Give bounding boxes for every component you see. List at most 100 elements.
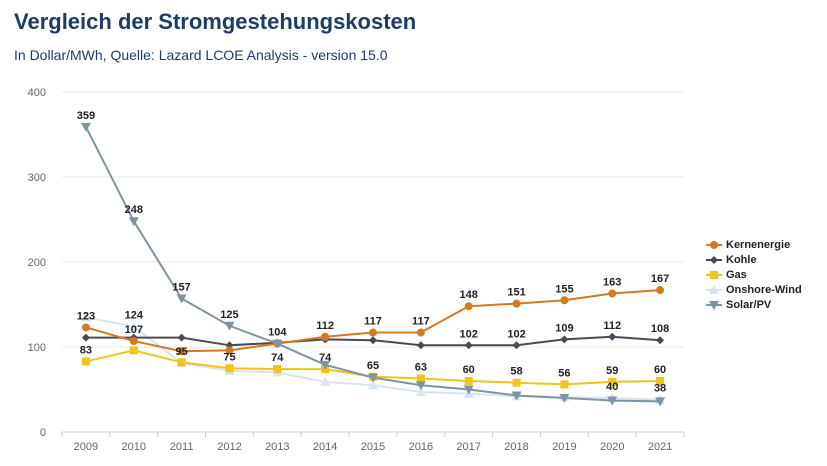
y-tick-label: 200 <box>28 257 46 269</box>
data-point <box>710 255 718 264</box>
data-point <box>710 240 718 249</box>
x-tick-label: 2021 <box>648 441 672 453</box>
data-point <box>608 289 617 298</box>
data-label: 63 <box>415 361 427 373</box>
data-point <box>709 284 719 294</box>
chart-title: Vergleich der Stromgestehungskosten <box>14 9 417 34</box>
data-point <box>321 332 330 341</box>
chart-subtitle: In Dollar/MWh, Quelle: Lazard LCOE Analy… <box>14 47 388 63</box>
legend-label: Solar/PV <box>726 298 772 311</box>
x-tick-label: 2018 <box>504 441 528 453</box>
data-point <box>560 335 569 344</box>
legend-swatch <box>706 300 722 310</box>
x-tick-label: 2013 <box>265 441 289 453</box>
data-point <box>655 397 666 407</box>
legend-item: Kernenergie <box>706 237 802 252</box>
data-point <box>415 381 426 391</box>
legend-item: Onshore-Wind <box>706 282 802 297</box>
data-point <box>511 391 522 401</box>
x-tick-label: 2019 <box>552 441 576 453</box>
data-point <box>320 376 331 386</box>
data-label: 60 <box>463 364 475 376</box>
data-labels: 123 107 112 117 117 148 151 155 163 167 102 102 109 1… <box>77 110 670 395</box>
data-label: 108 <box>651 323 669 335</box>
data-label: 248 <box>125 204 143 216</box>
data-label: 75 <box>223 351 235 363</box>
y-tick-label: 100 <box>28 342 46 354</box>
data-label: 102 <box>460 328 478 340</box>
data-label: 112 <box>603 320 621 332</box>
data-point <box>225 364 234 373</box>
x-axis: 2009 2010 2011 2012 2013 2014 2015 2016 2017 2018… <box>61 432 685 453</box>
data-point <box>607 396 618 406</box>
data-point <box>464 302 473 311</box>
legend-label: Kernenergie <box>726 238 791 251</box>
x-tick-label: 2009 <box>74 441 98 453</box>
data-point <box>81 333 90 342</box>
data-point <box>416 374 425 383</box>
x-tick-label: 2011 <box>170 441 194 453</box>
data-point <box>129 346 138 355</box>
data-label: 107 <box>125 324 143 336</box>
data-label: 359 <box>77 110 95 122</box>
x-tick-label: 2012 <box>217 441 241 453</box>
data-label: 155 <box>555 283 573 295</box>
data-point <box>225 346 234 355</box>
data-label: 60 <box>654 364 666 376</box>
data-label: 167 <box>651 273 669 285</box>
data-point <box>512 341 521 350</box>
data-point <box>464 341 473 350</box>
data-point <box>177 333 186 342</box>
data-label: 117 <box>412 316 430 328</box>
x-tick-label: 2020 <box>600 441 624 453</box>
data-point <box>320 360 331 370</box>
data-label: 157 <box>172 282 190 294</box>
data-label: 148 <box>460 289 478 301</box>
data-point <box>273 365 282 374</box>
data-point <box>512 378 521 387</box>
data-point <box>608 332 617 341</box>
series-group <box>80 122 666 407</box>
data-point <box>224 321 235 331</box>
x-tick-label: 2017 <box>456 441 480 453</box>
legend-label: Kohle <box>726 253 757 266</box>
data-point <box>368 380 378 390</box>
data-label: 40 <box>606 381 618 393</box>
data-point <box>369 336 377 345</box>
data-point <box>464 377 473 385</box>
legend-item: Solar/PV <box>706 297 802 312</box>
data-point <box>80 122 91 132</box>
data-point <box>416 328 425 337</box>
data-label: 123 <box>77 310 95 322</box>
data-point <box>710 270 718 279</box>
data-point <box>129 337 138 346</box>
data-point <box>128 217 139 227</box>
y-tick-label: 0 <box>40 427 46 439</box>
data-point <box>415 387 426 397</box>
legend-swatch <box>706 284 722 294</box>
data-point <box>81 357 90 366</box>
data-label: 58 <box>510 366 522 378</box>
data-point <box>128 321 139 331</box>
data-point <box>368 373 378 383</box>
data-point <box>608 377 617 386</box>
data-point <box>177 358 186 367</box>
legend-swatch <box>706 270 722 279</box>
x-tick-label: 2015 <box>361 441 385 453</box>
x-tick-label: 2014 <box>313 441 337 453</box>
data-point <box>416 341 425 350</box>
data-label: 109 <box>555 322 573 334</box>
data-label: 74 <box>319 352 332 364</box>
data-label: 65 <box>367 360 379 372</box>
data-label: 74 <box>271 352 284 364</box>
data-point <box>176 294 187 304</box>
data-label: 151 <box>507 287 525 299</box>
data-point <box>80 312 91 322</box>
data-label: 117 <box>364 316 382 328</box>
legend-label: Gas <box>726 268 747 281</box>
data-point <box>656 286 665 295</box>
data-point <box>272 339 283 349</box>
data-label: 104 <box>268 327 287 339</box>
data-label: 38 <box>654 383 666 395</box>
legend-swatch <box>706 240 722 249</box>
